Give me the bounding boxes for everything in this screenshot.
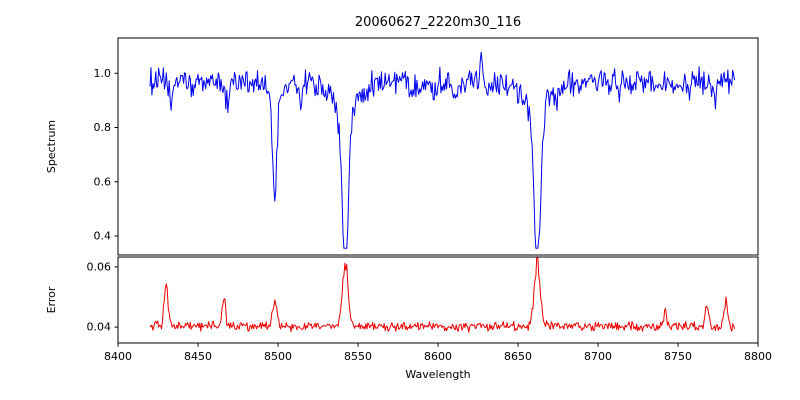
y-axis-label-spectrum: Spectrum <box>45 120 58 173</box>
x-axis-label: Wavelength <box>405 368 470 381</box>
x-tick-label: 8650 <box>504 350 532 363</box>
x-tick-label: 8400 <box>104 350 132 363</box>
x-tick-label: 8550 <box>344 350 372 363</box>
error-axes-frame <box>117 256 759 344</box>
spectrum-line <box>149 51 736 249</box>
error-line <box>149 257 736 333</box>
x-tick-label: 8450 <box>184 350 212 363</box>
x-tick-label: 8500 <box>264 350 292 363</box>
y-tick-label: 0.04 <box>87 321 112 334</box>
spectrum-axes-frame <box>117 37 759 256</box>
y-tick-label: 0.06 <box>87 260 112 273</box>
y-tick-label: 0.6 <box>94 175 112 188</box>
x-tick-label: 8750 <box>664 350 692 363</box>
y-tick-label: 0.4 <box>94 230 112 243</box>
x-tick-label: 8800 <box>744 350 772 363</box>
y-tick-label: 1.0 <box>94 67 112 80</box>
y-tick-label: 0.8 <box>94 121 112 134</box>
x-tick-label: 8700 <box>584 350 612 363</box>
x-tick-label: 8600 <box>424 350 452 363</box>
plot-root: 0.4 0.6 0.8 1.0 Spectrum 0.04 0.06 Error 8400 845… <box>45 37 772 381</box>
y-axis-label-error: Error <box>45 286 58 313</box>
chart-title: 20060627_2220m30_116 <box>355 15 521 30</box>
